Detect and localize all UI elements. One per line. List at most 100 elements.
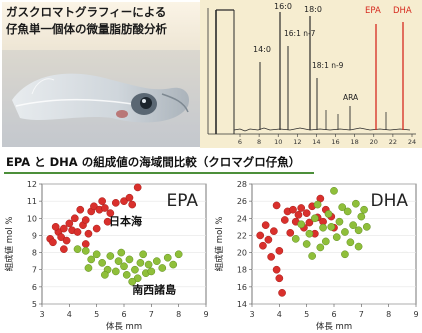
epa-point-green: [117, 248, 126, 257]
dha-point-green: [341, 250, 349, 259]
dha-point-red: [297, 204, 306, 212]
dha-point-green: [343, 207, 352, 216]
epa-point-green: [174, 250, 183, 259]
epa-y-label: 組成値 mol %: [4, 217, 15, 272]
epa-x-tick-label: 4: [67, 310, 72, 319]
epa-y-tick-label: 6: [32, 283, 37, 292]
dha-point-green: [330, 187, 338, 195]
dha-y-tick-label: 16: [237, 283, 247, 292]
dha-point-green: [324, 210, 333, 218]
chromatogram-x-ticks: 6 8 10 12 14 16 18 20 22 24: [238, 134, 416, 146]
epa-point-green: [101, 271, 109, 279]
epa-x-tick-label: 6: [121, 310, 126, 319]
dha-x-tick-label: 3: [249, 310, 254, 319]
epa-point-red: [92, 224, 101, 233]
dha-point-red: [270, 227, 278, 235]
epa-point-red: [101, 204, 109, 212]
dha-point-green: [297, 220, 306, 229]
dha-scatter-panel: 14 16 18 20 22 24 26 28 3 4 5 6 7 8 9 DHA 体長 mm 組成値 mol %: [212, 176, 422, 333]
chromatogram-x-tick-label: 18: [351, 138, 359, 146]
epa-point-red: [84, 229, 93, 238]
epa-point-red: [90, 202, 98, 211]
epa-point-red: [111, 199, 120, 207]
dha-x-tick-label: 4: [277, 310, 282, 319]
dha-point-red: [275, 274, 284, 283]
dha-point-green: [321, 237, 330, 246]
dha-y-tick-label: 24: [237, 214, 247, 223]
dha-point-red: [272, 201, 281, 210]
dha-point-red: [286, 229, 295, 237]
epa-point-green: [128, 277, 137, 286]
nansei-islands-label: 南西諸島: [132, 283, 176, 297]
label-dha: DHA: [393, 6, 412, 16]
epa-point-red: [120, 197, 128, 205]
dha-y-tick-label: 18: [237, 266, 247, 275]
epa-point-green: [144, 260, 153, 269]
epa-y-tick-label: 10: [27, 214, 37, 223]
dha-point-red: [259, 241, 267, 250]
epa-point-red: [81, 240, 90, 248]
dha-point-green: [354, 242, 363, 251]
dha-point-green: [341, 228, 349, 236]
epa-y-tick-label: 9: [32, 231, 37, 240]
epa-point-green: [147, 267, 156, 276]
epa-point-red: [76, 205, 85, 214]
dha-y-tick-label: 22: [237, 231, 247, 240]
chromatogram-x-tick-label: 22: [389, 138, 397, 146]
epa-point-green: [120, 262, 128, 271]
epa-point-green: [152, 257, 161, 265]
dha-point-red: [272, 265, 281, 274]
dha-point-green: [313, 200, 322, 209]
epa-point-red: [128, 200, 137, 209]
dha-point-green: [354, 226, 363, 235]
label-14-0: 14:0: [253, 45, 271, 54]
epa-point-green: [87, 255, 96, 264]
epa-point-red: [65, 219, 74, 228]
label-epa: EPA: [365, 6, 381, 16]
dha-point-red: [289, 205, 297, 214]
epa-point-red: [125, 193, 134, 202]
dha-x-tick-label: 5: [304, 310, 309, 319]
epa-point-red: [60, 245, 68, 253]
epa-x-tick-label: 9: [203, 310, 208, 319]
photo-title: ガスクロマトグラフィーによる 仔魚単一個体の微量脂肪酸分析: [6, 5, 167, 36]
dha-point-red: [305, 218, 314, 227]
dha-point-green: [311, 214, 319, 223]
dha-title: DHA: [370, 191, 408, 211]
epa-scatter-chart: 5 6 7 8 9 10 11 12 3 4 5 6 7 8 9 EPA 体長 mm 組成値 mol % 日本海南西…: [4, 180, 209, 332]
dha-point-green: [332, 233, 341, 241]
epa-point-red: [49, 238, 57, 247]
dha-point-green: [316, 243, 325, 252]
epa-point-red: [57, 233, 65, 241]
larva-photo: [2, 50, 200, 147]
chromatogram-x-tick-label: 14: [312, 138, 320, 146]
epa-point-red: [98, 197, 106, 205]
epa-point-green: [92, 250, 101, 259]
dha-point-red: [278, 289, 286, 297]
epa-x-tick-label: 8: [176, 310, 181, 319]
chromatogram-panel: 14:0 16:0 16:1 n-7 18:0 18:1 n-9 ARA EPA…: [200, 0, 422, 148]
dha-x-tick-label: 6: [331, 310, 336, 319]
epa-scatter-panel: 5 6 7 8 9 10 11 12 3 4 5 6 7 8 9 EPA 体長 mm 組成値 mol % 日本海 南西…: [0, 176, 212, 333]
chromatogram-x-tick-label: 24: [408, 138, 416, 146]
chromatogram-x-tick-label: 12: [293, 138, 301, 146]
section-rule: [4, 172, 314, 174]
dha-point-green: [352, 199, 360, 208]
epa-point-red: [60, 224, 68, 233]
section-header: EPA と DHA の組成値の海域間比較（クロマグロ仔魚）: [0, 150, 422, 176]
label-18-0: 18:0: [304, 5, 322, 14]
larva-photo-panel: ガスクロマトグラフィーによる 仔魚単一個体の微量脂肪酸分析: [2, 2, 200, 147]
dha-x-tick-label: 8: [386, 310, 391, 319]
epa-y-tick-label: 11: [27, 197, 37, 206]
dha-point-red: [280, 216, 289, 224]
epa-point-green: [106, 252, 115, 260]
epa-point-red: [106, 209, 115, 217]
chromatogram-x-tick-label: 10: [274, 138, 282, 146]
epa-point-red: [62, 236, 71, 245]
dha-point-red: [275, 247, 284, 255]
dha-point-green: [362, 223, 371, 231]
epa-point-red: [73, 228, 82, 236]
dha-point-green: [319, 223, 327, 232]
chromatogram-x-tick-label: 8: [257, 138, 261, 146]
dha-x-label: 体長 mm: [316, 321, 352, 332]
